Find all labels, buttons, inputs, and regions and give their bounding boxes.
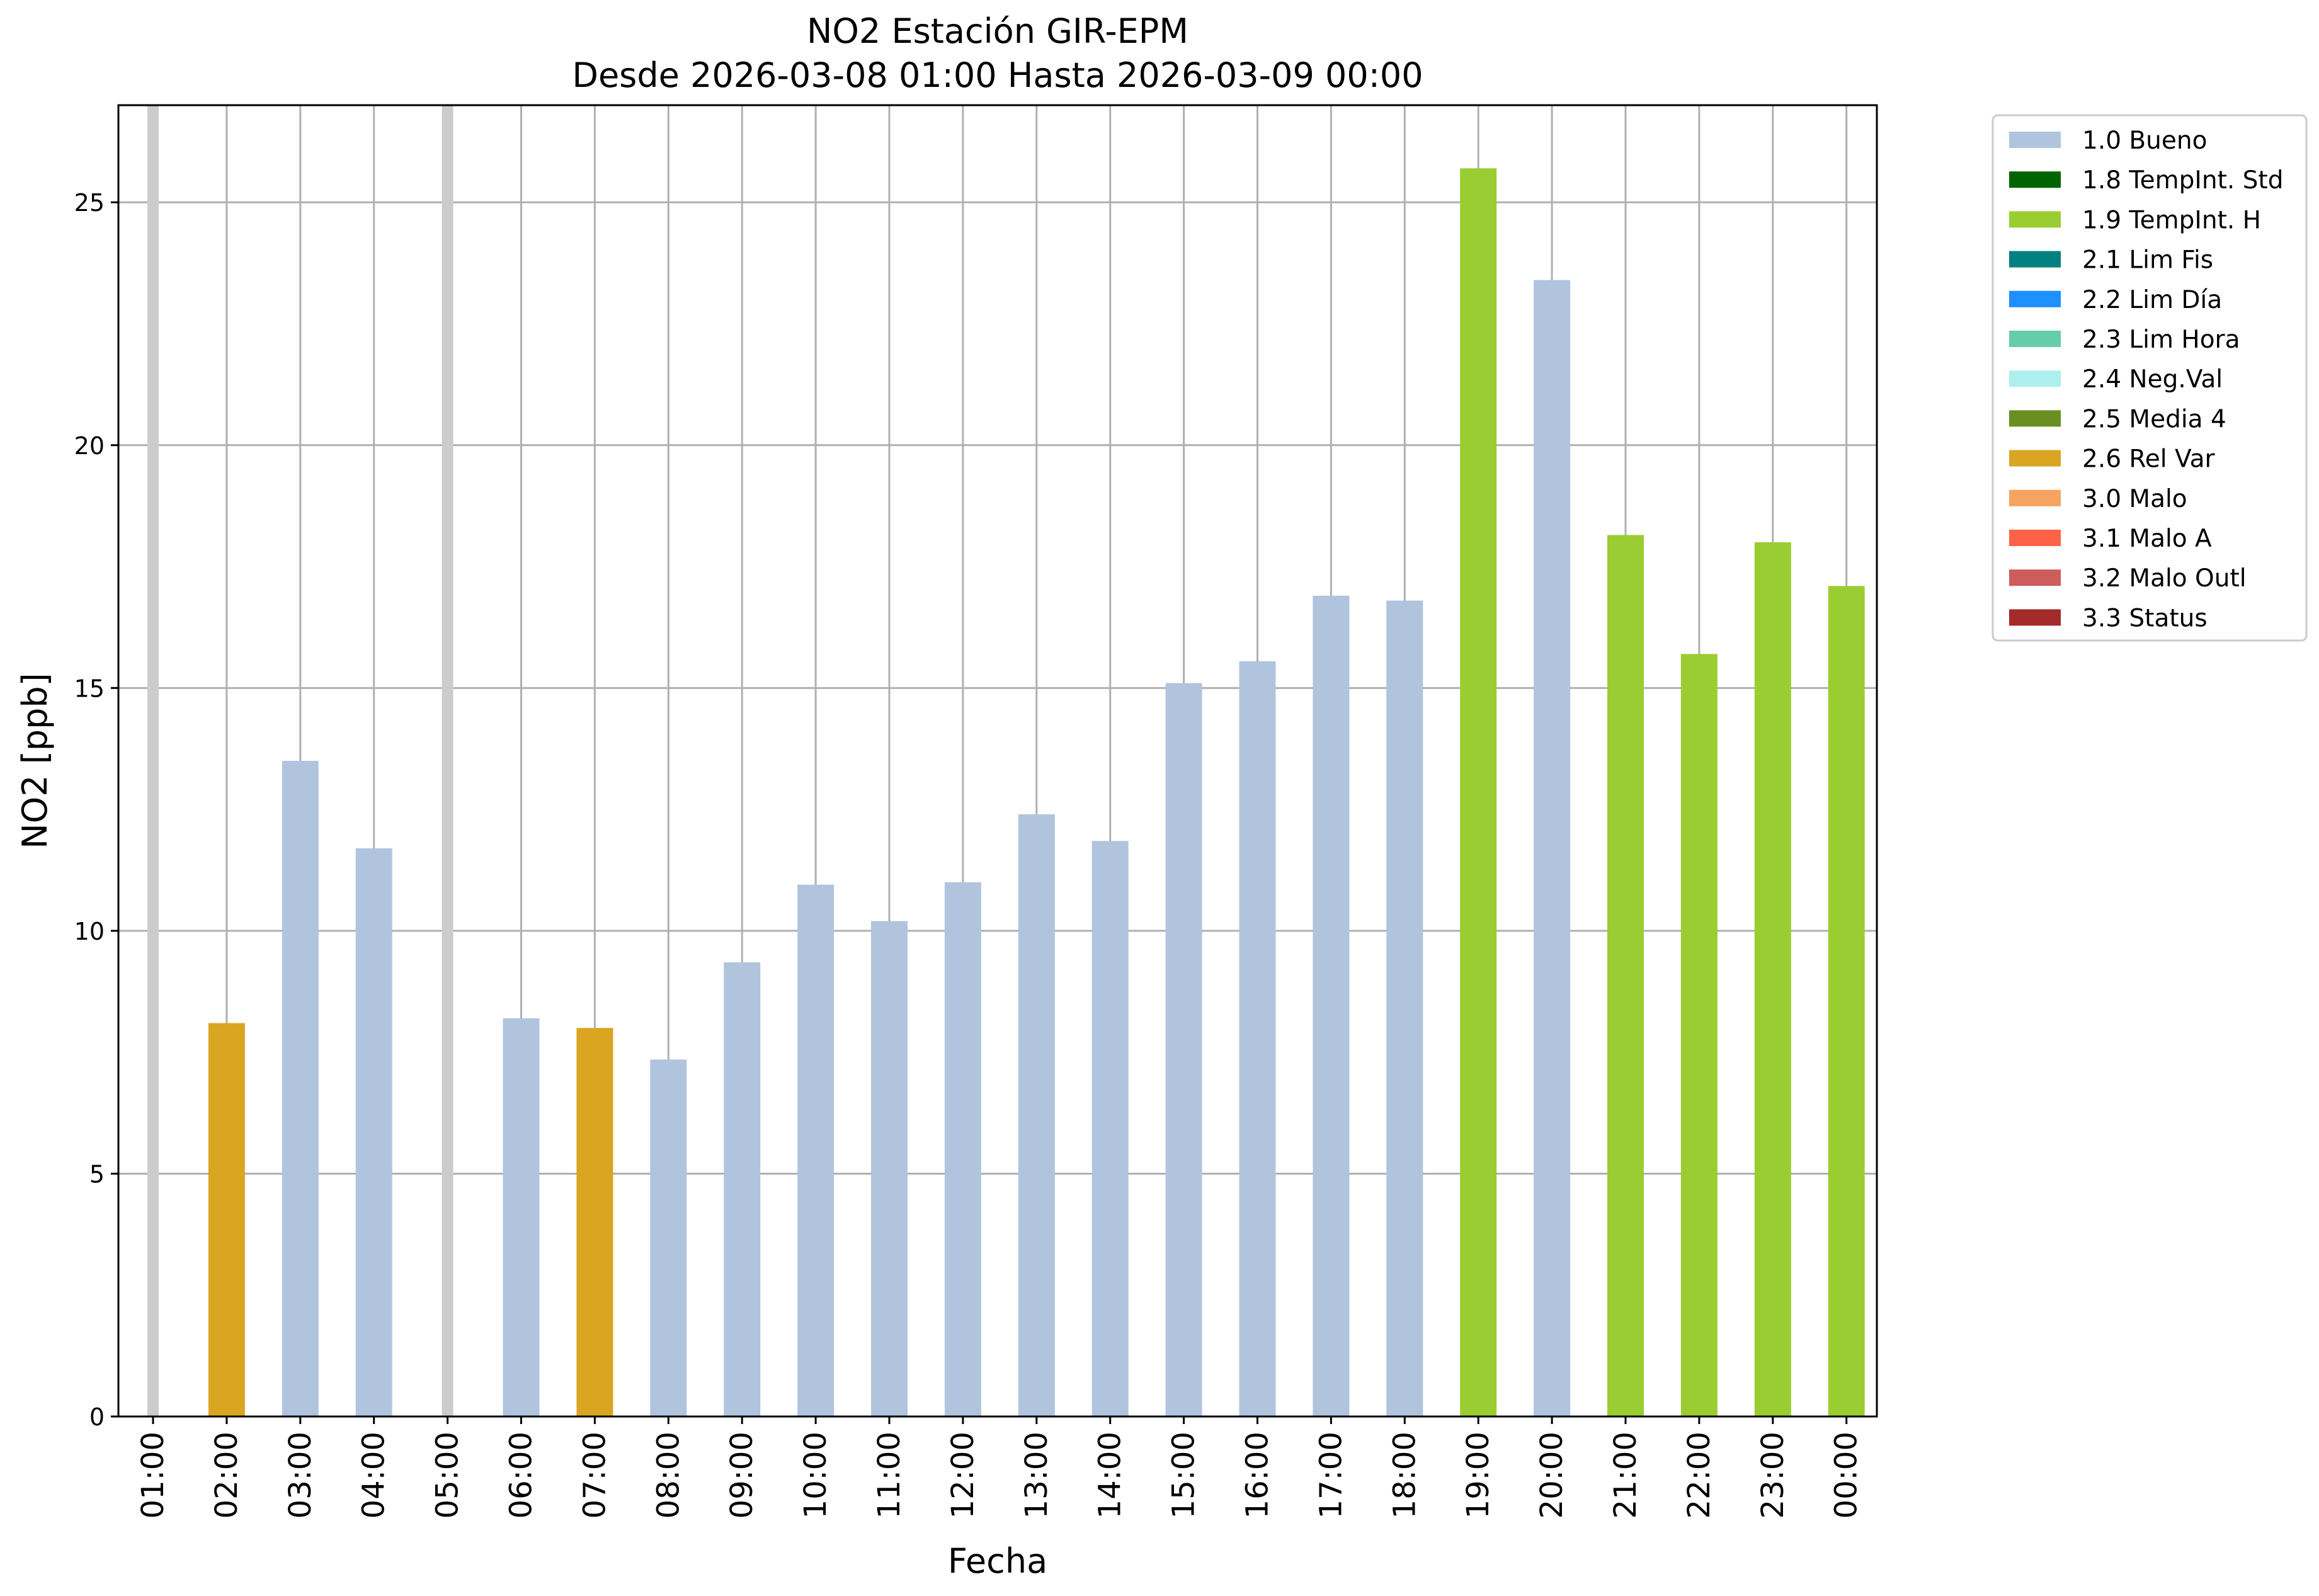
x-tick-label: 10:00 <box>798 1432 833 1519</box>
x-tick-label: 17:00 <box>1313 1432 1348 1519</box>
y-tick-label: 20 <box>74 432 105 460</box>
missing-data-marker <box>147 105 159 1416</box>
legend-label: 2.3 Lim Hora <box>2082 326 2240 354</box>
x-tick-label: 22:00 <box>1682 1432 1717 1519</box>
bar-1400 <box>1091 841 1129 1416</box>
y-axis-ticks: 0 5 10 15 20 25 <box>74 189 118 1431</box>
bar-1700 <box>1313 595 1350 1416</box>
legend-label: 2.5 Media 4 <box>2082 405 2226 433</box>
legend-swatch-2-4 <box>2009 370 2061 387</box>
x-tick-label: 02:00 <box>209 1432 244 1519</box>
bar-2300 <box>1754 542 1791 1416</box>
legend-swatch-1-9 <box>2009 211 2061 228</box>
x-tick-label: 13:00 <box>1019 1432 1054 1519</box>
x-tick-label: 15:00 <box>1166 1432 1202 1519</box>
legend-swatch-3-1 <box>2009 530 2061 546</box>
legend-box <box>1991 114 2308 642</box>
x-tick-label: 23:00 <box>1755 1432 1791 1519</box>
missing-data-marker <box>442 105 453 1416</box>
bar-0600 <box>503 1018 540 1416</box>
bar-1900 <box>1460 168 1497 1417</box>
y-tick-label: 10 <box>74 918 105 945</box>
x-tick-label: 19:00 <box>1461 1432 1496 1519</box>
x-tick-label: 08:00 <box>651 1432 686 1519</box>
chart-title: NO2 Estación GIR-EPM <box>807 11 1188 51</box>
x-tick-label: 11:00 <box>872 1432 907 1519</box>
x-axis-ticks: 01:00 02:00 03:00 04:00 05:00 06:00 07:00 08:00… <box>135 1416 1864 1519</box>
x-tick-label: 12:00 <box>945 1432 981 1519</box>
bar-2100 <box>1607 535 1644 1416</box>
x-tick-label: 14:00 <box>1093 1432 1128 1519</box>
bar-2000 <box>1534 280 1571 1417</box>
bar-0200 <box>208 1023 245 1416</box>
legend-swatch-1-8 <box>2009 171 2061 188</box>
legend-swatch-3-2 <box>2009 569 2061 586</box>
legend-swatch-2-3 <box>2009 331 2061 347</box>
legend-swatch-3-3 <box>2009 609 2061 626</box>
bar-1800 <box>1386 600 1423 1416</box>
x-tick-label: 20:00 <box>1534 1432 1570 1519</box>
legend-swatch-3-0 <box>2009 489 2061 506</box>
bar-1100 <box>871 921 908 1416</box>
chart-subtitle: Desde 2026-03-08 01:00 Hasta 2026-03-09 … <box>572 55 1423 95</box>
y-tick-label: 25 <box>74 189 105 217</box>
legend-items: 1.0 Bueno 1.8 TempInt. Std 1.9 TempInt. H 2… <box>2009 127 2283 632</box>
bar-1500 <box>1165 683 1202 1416</box>
y-tick-label: 15 <box>74 675 105 702</box>
bar-0300 <box>282 761 319 1416</box>
bar-0800 <box>650 1059 687 1416</box>
y-tick-label: 0 <box>89 1403 105 1431</box>
x-tick-label: 04:00 <box>356 1432 392 1519</box>
y-tick-label: 5 <box>89 1160 105 1188</box>
plot-frame <box>117 104 1878 1418</box>
bars <box>147 105 1865 1417</box>
legend-label: 3.3 Status <box>2082 604 2208 632</box>
x-tick-label: 06:00 <box>504 1432 539 1519</box>
bar-0700 <box>576 1028 613 1416</box>
legend-swatch-1-0 <box>2009 132 2061 148</box>
legend-label: 3.2 Malo Outl <box>2082 564 2247 593</box>
bar-0900 <box>724 962 761 1416</box>
legend-label: 2.6 Rel Var <box>2082 445 2216 474</box>
legend-swatch-2-5 <box>2009 410 2061 427</box>
bar-1600 <box>1239 661 1276 1416</box>
legend-label: 2.1 Lim Fis <box>2082 246 2213 275</box>
bar-1300 <box>1018 814 1055 1416</box>
legend-swatch-2-1 <box>2009 251 2061 268</box>
x-tick-label: 03:00 <box>283 1432 318 1519</box>
bar-2200 <box>1680 654 1718 1416</box>
legend-label: 3.1 Malo A <box>2082 525 2212 553</box>
x-tick-label: 01:00 <box>135 1432 171 1519</box>
legend-swatch-2-2 <box>2009 290 2061 307</box>
bar-0400 <box>355 848 392 1416</box>
bar-1200 <box>944 882 981 1416</box>
x-tick-label: 18:00 <box>1387 1432 1422 1519</box>
y-axis-label: NO2 [ppb] <box>15 673 55 848</box>
x-tick-label: 16:00 <box>1240 1432 1275 1519</box>
x-axis-label: Fecha <box>948 1541 1047 1581</box>
legend-label: 2.4 Neg.Val <box>2082 365 2223 394</box>
x-tick-label: 00:00 <box>1829 1432 1864 1519</box>
legend-label: 1.0 Bueno <box>2082 127 2207 155</box>
legend-label: 2.2 Lim Día <box>2082 286 2222 314</box>
bar-1000 <box>797 884 835 1416</box>
x-tick-label: 07:00 <box>577 1432 612 1519</box>
legend-label: 1.9 TempInt. H <box>2082 206 2261 234</box>
bar-0000 <box>1828 586 1865 1416</box>
x-tick-label: 21:00 <box>1608 1432 1643 1519</box>
legend-label: 3.0 Malo <box>2082 485 2187 513</box>
legend-swatch-2-6 <box>2009 450 2061 467</box>
legend: 1.0 Bueno 1.8 TempInt. Std 1.9 TempInt. H 2… <box>1991 114 2308 642</box>
x-tick-label: 05:00 <box>430 1432 465 1519</box>
legend-label: 1.8 TempInt. Std <box>2082 166 2283 195</box>
x-tick-label: 09:00 <box>724 1432 760 1519</box>
